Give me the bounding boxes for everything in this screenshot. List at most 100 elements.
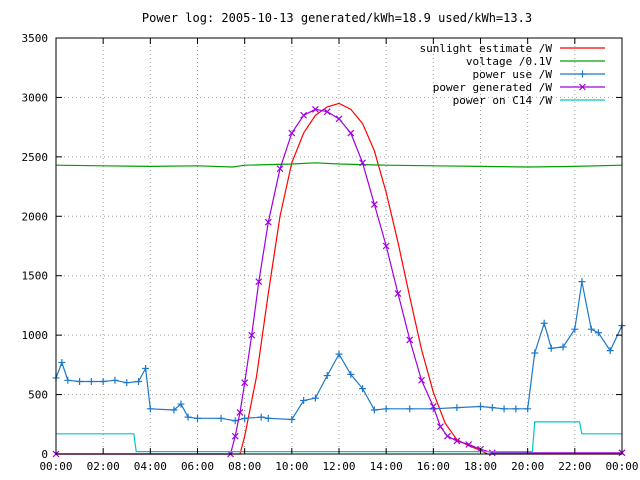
legend-label: sunlight estimate /W — [420, 42, 553, 55]
data-point — [64, 376, 72, 384]
data-point — [335, 350, 343, 358]
y-axis: 0 500 1000 1500 2000 2500 3000 3500 — [22, 32, 622, 461]
x-tick-label: 00:00 — [39, 460, 72, 473]
series-line — [55, 162, 623, 168]
data-point — [311, 394, 319, 402]
data-point — [300, 397, 308, 405]
data-point — [323, 372, 331, 380]
data-point — [370, 200, 378, 208]
legend-label: voltage /0.1V — [466, 55, 552, 68]
data-point — [76, 377, 84, 385]
data-point — [142, 364, 150, 372]
series-0 — [56, 102, 622, 455]
data-point — [453, 404, 461, 412]
data-point — [264, 218, 272, 226]
data-point — [288, 416, 296, 424]
data-point — [300, 111, 308, 119]
data-point — [87, 377, 95, 385]
data-point — [453, 437, 461, 445]
x-tick-label: 18:00 — [464, 460, 497, 473]
x-tick-label: 14:00 — [370, 460, 403, 473]
data-point — [524, 405, 532, 413]
data-point — [288, 129, 296, 137]
data-point — [418, 376, 425, 384]
y-tick-label: 500 — [28, 389, 48, 402]
x-tick-label: 02:00 — [87, 460, 120, 473]
y-tick-label: 2000 — [22, 210, 49, 223]
data-point — [500, 405, 508, 413]
data-point — [335, 115, 343, 123]
x-tick-label: 00:00 — [605, 460, 638, 473]
series-1 — [55, 162, 623, 168]
x-tick-label: 04:00 — [134, 460, 167, 473]
data-point — [194, 414, 201, 422]
data-point — [264, 414, 272, 422]
chart-title: Power log: 2005-10-13 generated/kWh=18.9… — [142, 11, 532, 25]
data-point — [146, 405, 154, 413]
legend-label: power generated /W — [433, 81, 553, 94]
data-point — [170, 406, 178, 414]
x-tick-label: 10:00 — [275, 460, 308, 473]
data-point — [184, 413, 192, 421]
data-point — [347, 129, 355, 137]
data-point — [406, 405, 414, 413]
series-line — [56, 421, 622, 453]
data-point — [359, 159, 367, 167]
data-point — [58, 358, 66, 366]
series-4 — [56, 421, 622, 453]
data-point — [241, 414, 249, 422]
series-3 — [52, 105, 626, 458]
data-point — [347, 370, 355, 378]
data-point — [236, 408, 244, 416]
series-line — [56, 102, 622, 455]
legend-label: power use /W — [473, 68, 553, 81]
y-tick-label: 1500 — [22, 270, 49, 283]
data-point — [547, 344, 555, 352]
data-point — [241, 379, 249, 387]
data-point — [276, 165, 284, 173]
y-tick-label: 3000 — [22, 91, 49, 104]
legend-label: power on C14 /W — [453, 94, 553, 107]
y-tick-label: 3500 — [22, 32, 49, 45]
data-point — [231, 432, 239, 440]
data-point — [540, 319, 548, 327]
data-point — [429, 403, 437, 410]
data-point — [257, 413, 265, 421]
data-point — [606, 347, 614, 355]
y-tick-label: 1000 — [22, 329, 49, 342]
data-point — [99, 377, 107, 385]
x-tick-label: 16:00 — [417, 460, 450, 473]
data-point — [217, 414, 225, 422]
data-point — [382, 242, 390, 250]
data-point — [488, 449, 496, 457]
x-tick-label: 06:00 — [181, 460, 214, 473]
data-point — [359, 385, 367, 393]
data-point — [436, 423, 444, 431]
data-point — [512, 405, 520, 413]
x-tick-label: 22:00 — [558, 460, 591, 473]
data-point — [578, 278, 586, 286]
legend-marker — [579, 70, 586, 78]
y-tick-label: 2500 — [22, 151, 49, 164]
data-point — [311, 105, 319, 113]
data-point — [477, 402, 484, 410]
data-point — [135, 377, 143, 385]
data-point — [444, 432, 451, 440]
data-point — [571, 325, 579, 333]
y-tick-label: 0 — [41, 448, 48, 461]
data-point — [177, 400, 185, 408]
data-point — [382, 405, 390, 413]
data-point — [394, 290, 402, 297]
series-2 — [52, 278, 626, 425]
x-tick-label: 12:00 — [322, 460, 355, 473]
x-axis: 00:00 02:00 04:00 06:00 08:00 10:00 12:00 14:00… — [39, 38, 639, 473]
x-tick-label: 08:00 — [228, 460, 261, 473]
data-point — [594, 329, 602, 337]
data-point — [248, 331, 256, 339]
data-point — [323, 108, 331, 116]
data-point — [231, 417, 239, 425]
data-point — [255, 278, 263, 286]
data-point — [559, 343, 567, 351]
